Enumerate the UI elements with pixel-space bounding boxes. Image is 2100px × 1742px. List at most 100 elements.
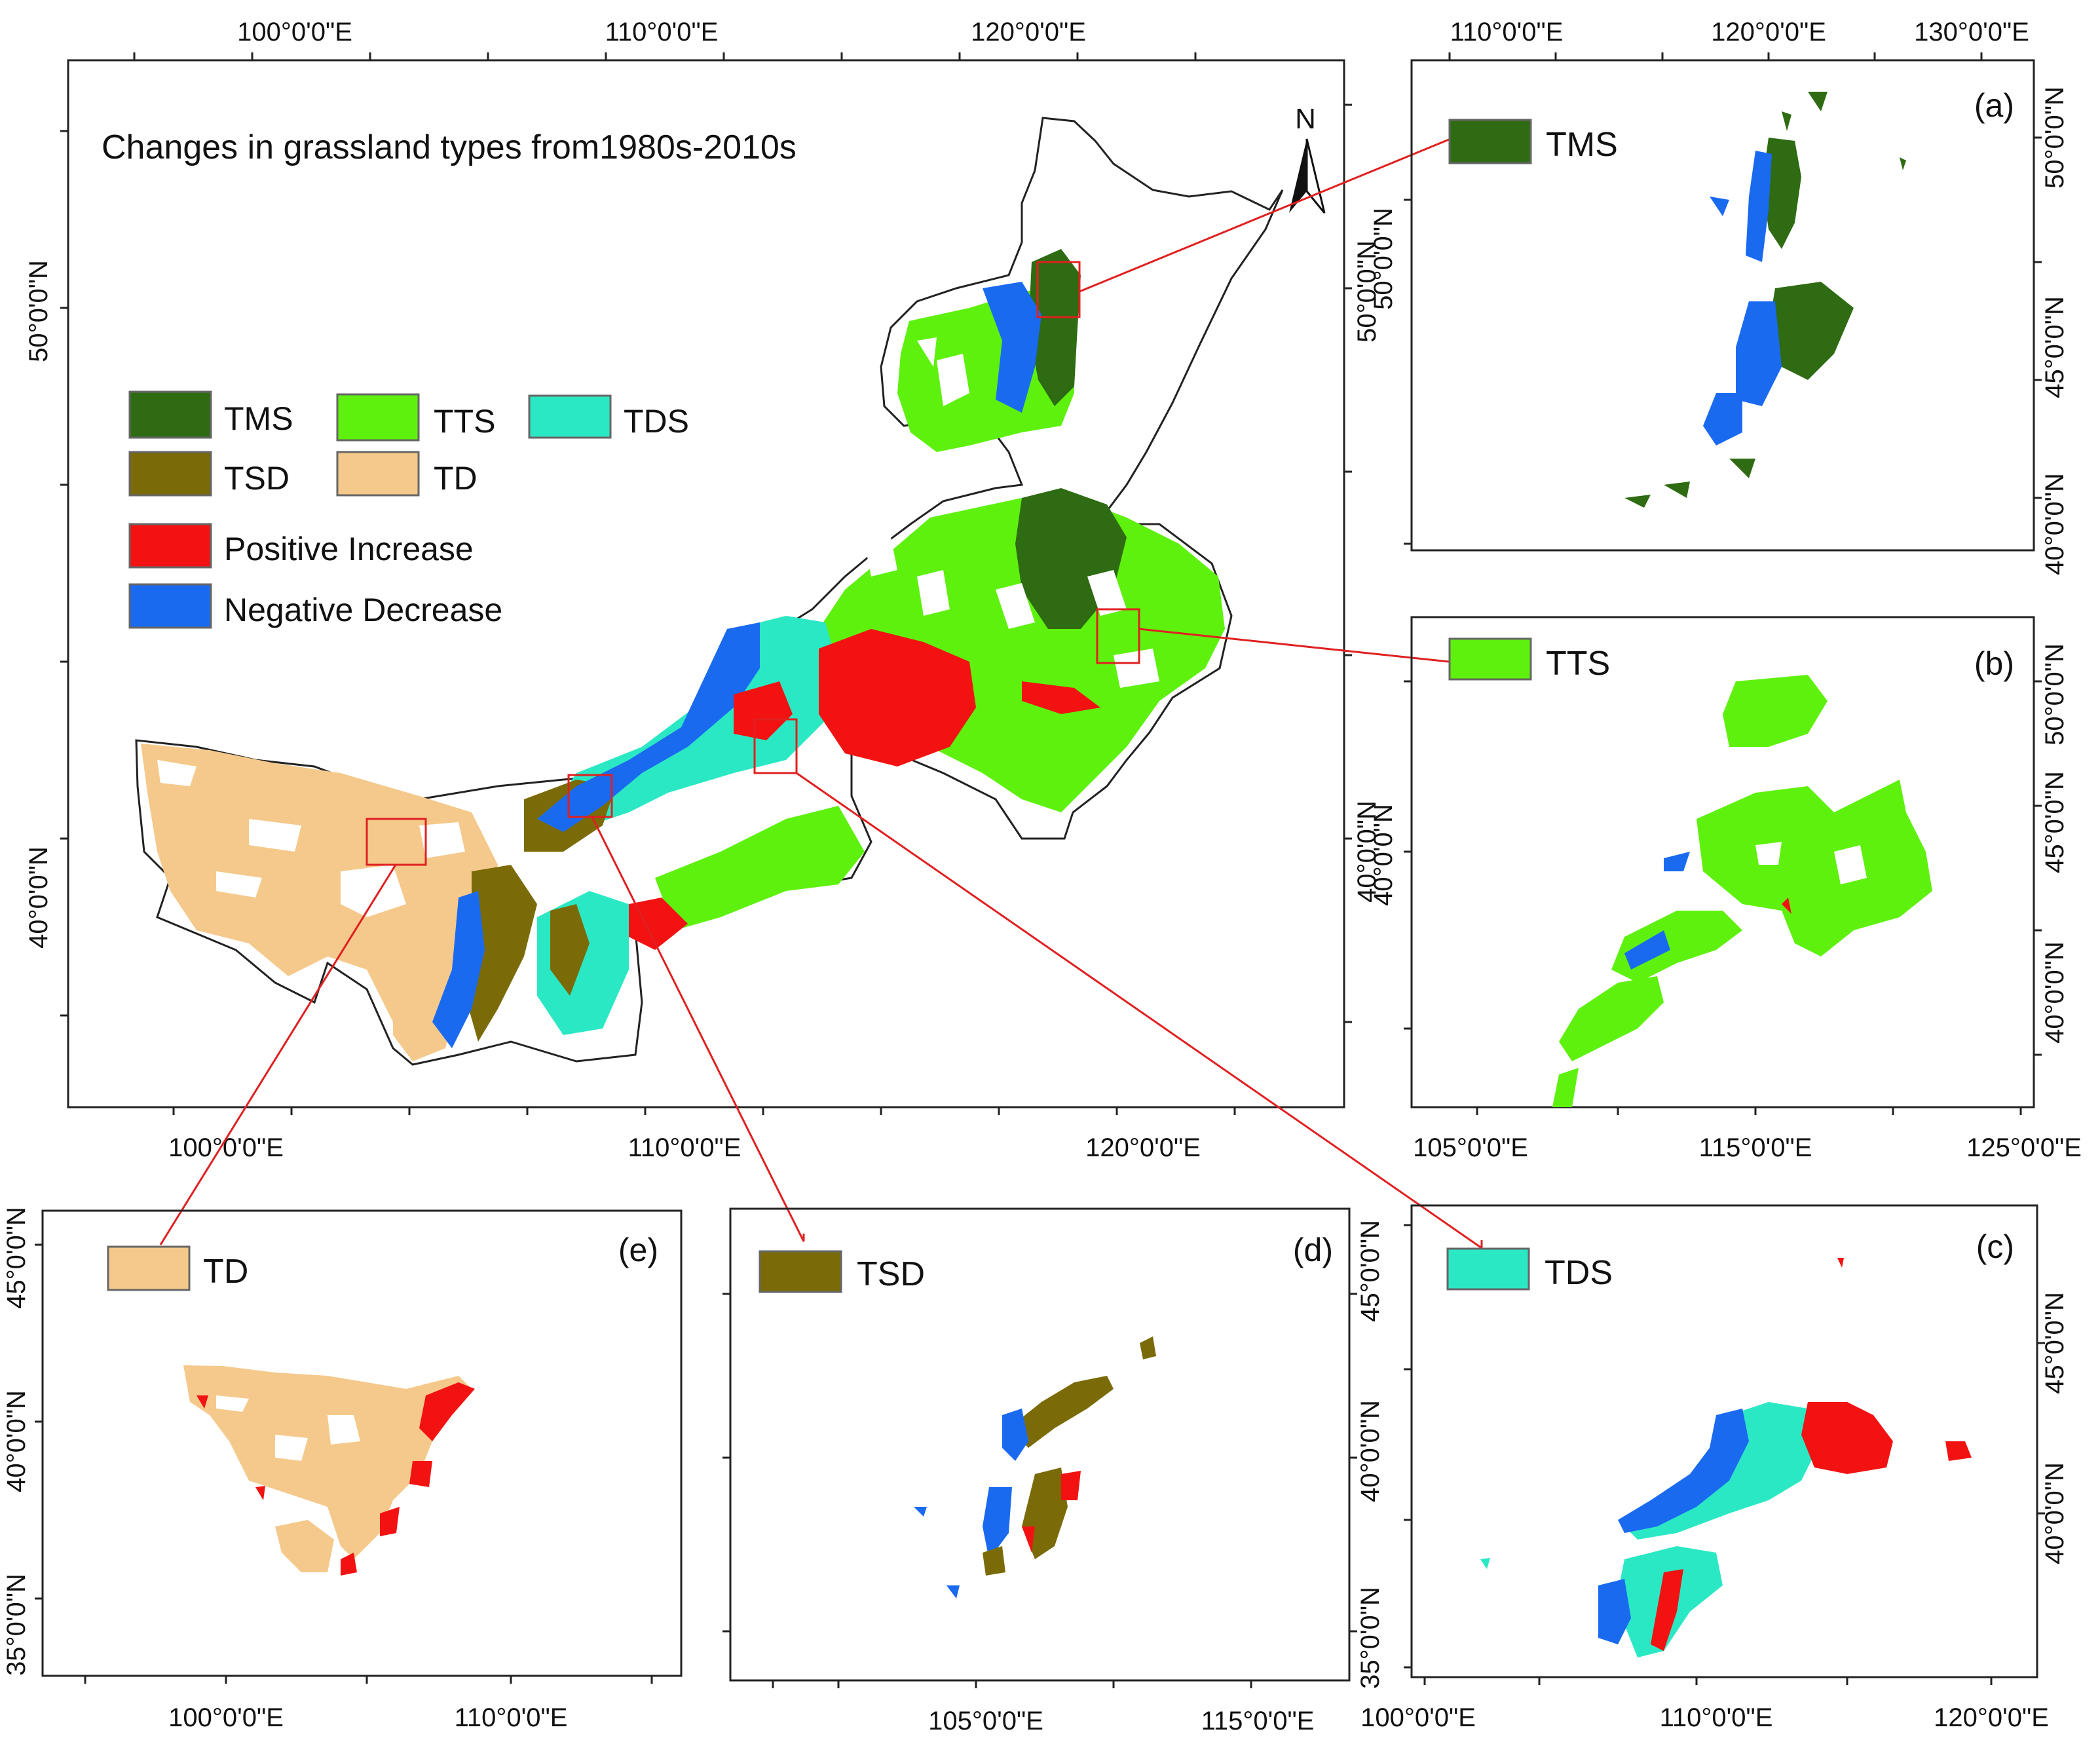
zoom-box-b xyxy=(1096,608,1140,664)
panel-c-bottom-tick-label: 100°0'0"E xyxy=(1360,1703,1476,1732)
tsd-area xyxy=(465,865,537,1042)
panel-b-legend-swatch xyxy=(1448,637,1532,681)
panel-d-map xyxy=(914,1336,1156,1599)
panel-e-legend-label: TD xyxy=(203,1253,248,1291)
panel-d-right-tick-label: 40°0'0"N xyxy=(1356,1400,1385,1502)
panel-b-left-tick-label: 40°0'0"N xyxy=(1369,804,1398,906)
legend-swatch-negative-decrease xyxy=(128,583,212,629)
panel-d-letter: (d) xyxy=(1293,1232,1333,1268)
panel-b-map xyxy=(1552,675,1932,1107)
negative-decrease-area xyxy=(983,282,1041,413)
panel-e-left-tick-label: 35°0'0"N xyxy=(2,1574,31,1676)
panel-c-frame xyxy=(1410,1204,2038,1678)
panel-c-bottom-tick-label: 120°0'0"E xyxy=(1934,1703,2049,1732)
legend-label-tsd: TSD xyxy=(224,460,290,497)
panel-a-letter: (a) xyxy=(1974,87,2014,124)
main-map-axis-labels: 100°0'0"E 110°0'0"E 120°0'0"E 100°0'0"E … xyxy=(24,18,1381,1162)
legend-label-negative-decrease: Negative Decrease xyxy=(224,592,502,628)
panel-a-map xyxy=(1624,92,1906,508)
main-bottom-tick-label: 110°0'0"E xyxy=(628,1133,741,1162)
panel-d-frame xyxy=(729,1207,1351,1682)
panel-e-bottom-tick-label: 110°0'0"E xyxy=(455,1703,568,1732)
panel-e-map xyxy=(183,1365,475,1576)
panel-b-bottom-tick-label: 115°0'0"E xyxy=(1699,1133,1812,1162)
panel-c-letter: (c) xyxy=(1976,1228,2014,1265)
main-top-tick-label: 120°0'0"E xyxy=(971,18,1086,47)
main-top-tick-label: 110°0'0"E xyxy=(605,18,719,47)
panel-d-right-tick-label: 35°0'0"N xyxy=(1356,1587,1385,1689)
panel-c-bottom-tick-label: 110°0'0"E xyxy=(1660,1703,1773,1732)
positive-increase-area xyxy=(629,898,688,950)
panel-a-right-tick-label: 45°0'0"N xyxy=(2040,296,2069,398)
zoom-box-a xyxy=(1036,261,1081,318)
panel-d: 105°0'0"E 115°0'0"E 45°0'0"N 40°0'0"N 35… xyxy=(722,1207,1385,1735)
panel-b-letter: (b) xyxy=(1974,645,2014,682)
panel-d-legend-swatch xyxy=(759,1250,842,1293)
legend-label-tds: TDS xyxy=(624,403,689,440)
negative-decrease-area xyxy=(537,622,760,832)
panel-d-right-tick-label: 45°0'0"N xyxy=(1356,1220,1385,1322)
north-label: N xyxy=(1295,103,1316,135)
main-right-tick-label: 50°0'0"N xyxy=(1353,240,1381,343)
legend-swatch-tsd xyxy=(128,451,212,497)
panel-c-legend-label: TDS xyxy=(1545,1254,1613,1292)
panel-b: 105°0'0"E 115°0'0"E 125°0'0"E 40°0'0"N 5… xyxy=(1369,616,2082,1162)
panel-b-right-tick-label: 50°0'0"N xyxy=(2040,643,2069,746)
panel-b-bottom-tick-label: 125°0'0"E xyxy=(1966,1133,2082,1162)
panel-a: 110°0'0"E 120°0'0"E 130°0'0"E 50°0'0"N 5… xyxy=(1369,18,2069,575)
zoom-box-e xyxy=(366,818,427,866)
panel-e-legend-swatch xyxy=(107,1245,191,1291)
main-left-tick-label: 40°0'0"N xyxy=(24,846,53,949)
panel-a-left-tick-label: 50°0'0"N xyxy=(1369,208,1398,310)
legend-swatch-tds xyxy=(528,394,612,439)
panel-d-legend-label: TSD xyxy=(857,1255,925,1293)
tts-area xyxy=(655,806,865,930)
panel-b-right-tick-label: 40°0'0"N xyxy=(2040,941,2069,1044)
legend-label-tms: TMS xyxy=(224,400,293,437)
panel-e-bottom-tick-label: 100°0'0"E xyxy=(168,1703,284,1732)
panel-c-right-tick-label: 45°0'0"N xyxy=(2040,1292,2069,1394)
main-right-tick-label: 40°0'0"N xyxy=(1353,801,1381,903)
panel-b-legend-label: TTS xyxy=(1546,645,1610,683)
legend-label-td: TD xyxy=(434,460,478,497)
panel-b-frame xyxy=(1410,616,2035,1108)
panel-a-top-tick-label: 110°0'0"E xyxy=(1450,18,1564,47)
negative-decrease-area xyxy=(432,891,485,1048)
panel-a-top-tick-label: 120°0'0"E xyxy=(1711,18,1826,47)
tsd-area xyxy=(550,904,590,996)
positive-increase-area xyxy=(1022,681,1100,714)
panel-c-legend-swatch xyxy=(1446,1247,1530,1291)
grassland-cover xyxy=(141,249,1225,1061)
zoom-boxes xyxy=(366,261,1140,866)
north-arrow-icon: N xyxy=(1289,103,1326,214)
panel-e-frame xyxy=(41,1209,683,1677)
zoom-box-d xyxy=(567,774,613,818)
panel-a-right-tick-label: 50°0'0"N xyxy=(2040,86,2069,189)
main-map-frame xyxy=(67,59,1345,1108)
main-map-ticks xyxy=(60,52,1352,1115)
panel-a-right-tick-label: 40°0'0"N xyxy=(2040,473,2069,575)
panel-b-bottom-tick-label: 105°0'0"E xyxy=(1413,1133,1528,1162)
panel-c-right-tick-label: 40°0'0"N xyxy=(2040,1462,2069,1564)
main-map: 100°0'0"E 110°0'0"E 120°0'0"E 100°0'0"E … xyxy=(24,18,1381,1162)
panel-e: 100°0'0"E 110°0'0"E 45°0'0"N 40°0'0"N 35… xyxy=(2,1207,683,1732)
td-area xyxy=(393,963,459,1061)
legend-swatch-td xyxy=(336,451,420,497)
panel-a-legend-swatch xyxy=(1448,119,1532,164)
panel-c: 100°0'0"E 110°0'0"E 120°0'0"E 45°0'0"N 4… xyxy=(1360,1204,2069,1732)
panel-b-right-tick-label: 45°0'0"N xyxy=(2040,771,2069,873)
positive-increase-area xyxy=(734,681,793,740)
panel-a-legend-label: TMS xyxy=(1546,126,1618,164)
panel-a-top-tick-label: 130°0'0"E xyxy=(1914,18,2029,47)
legend-label-positive-increase: Positive Increase xyxy=(224,531,474,567)
panel-d-bottom-tick-label: 105°0'0"E xyxy=(928,1707,1043,1735)
panel-c-map xyxy=(1480,1258,1972,1657)
main-legend: TMS TTS TDS TSD TD Positive Increase Neg… xyxy=(128,390,689,629)
main-top-tick-label: 100°0'0"E xyxy=(237,18,352,47)
panel-e-letter: (e) xyxy=(618,1232,658,1268)
panel-e-left-tick-label: 45°0'0"N xyxy=(2,1207,31,1309)
legend-swatch-tms xyxy=(128,390,212,439)
legend-swatch-tts xyxy=(336,393,420,442)
unclassified-area xyxy=(865,337,1159,688)
